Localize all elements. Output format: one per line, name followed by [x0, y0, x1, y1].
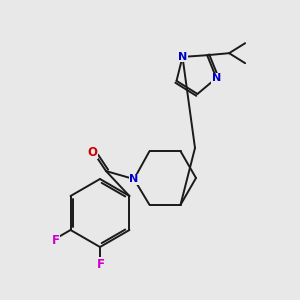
Text: O: O — [87, 146, 97, 159]
Text: N: N — [129, 174, 139, 184]
Text: F: F — [52, 233, 60, 247]
Text: F: F — [97, 257, 105, 271]
Text: N: N — [212, 73, 221, 83]
Text: N: N — [178, 52, 187, 62]
